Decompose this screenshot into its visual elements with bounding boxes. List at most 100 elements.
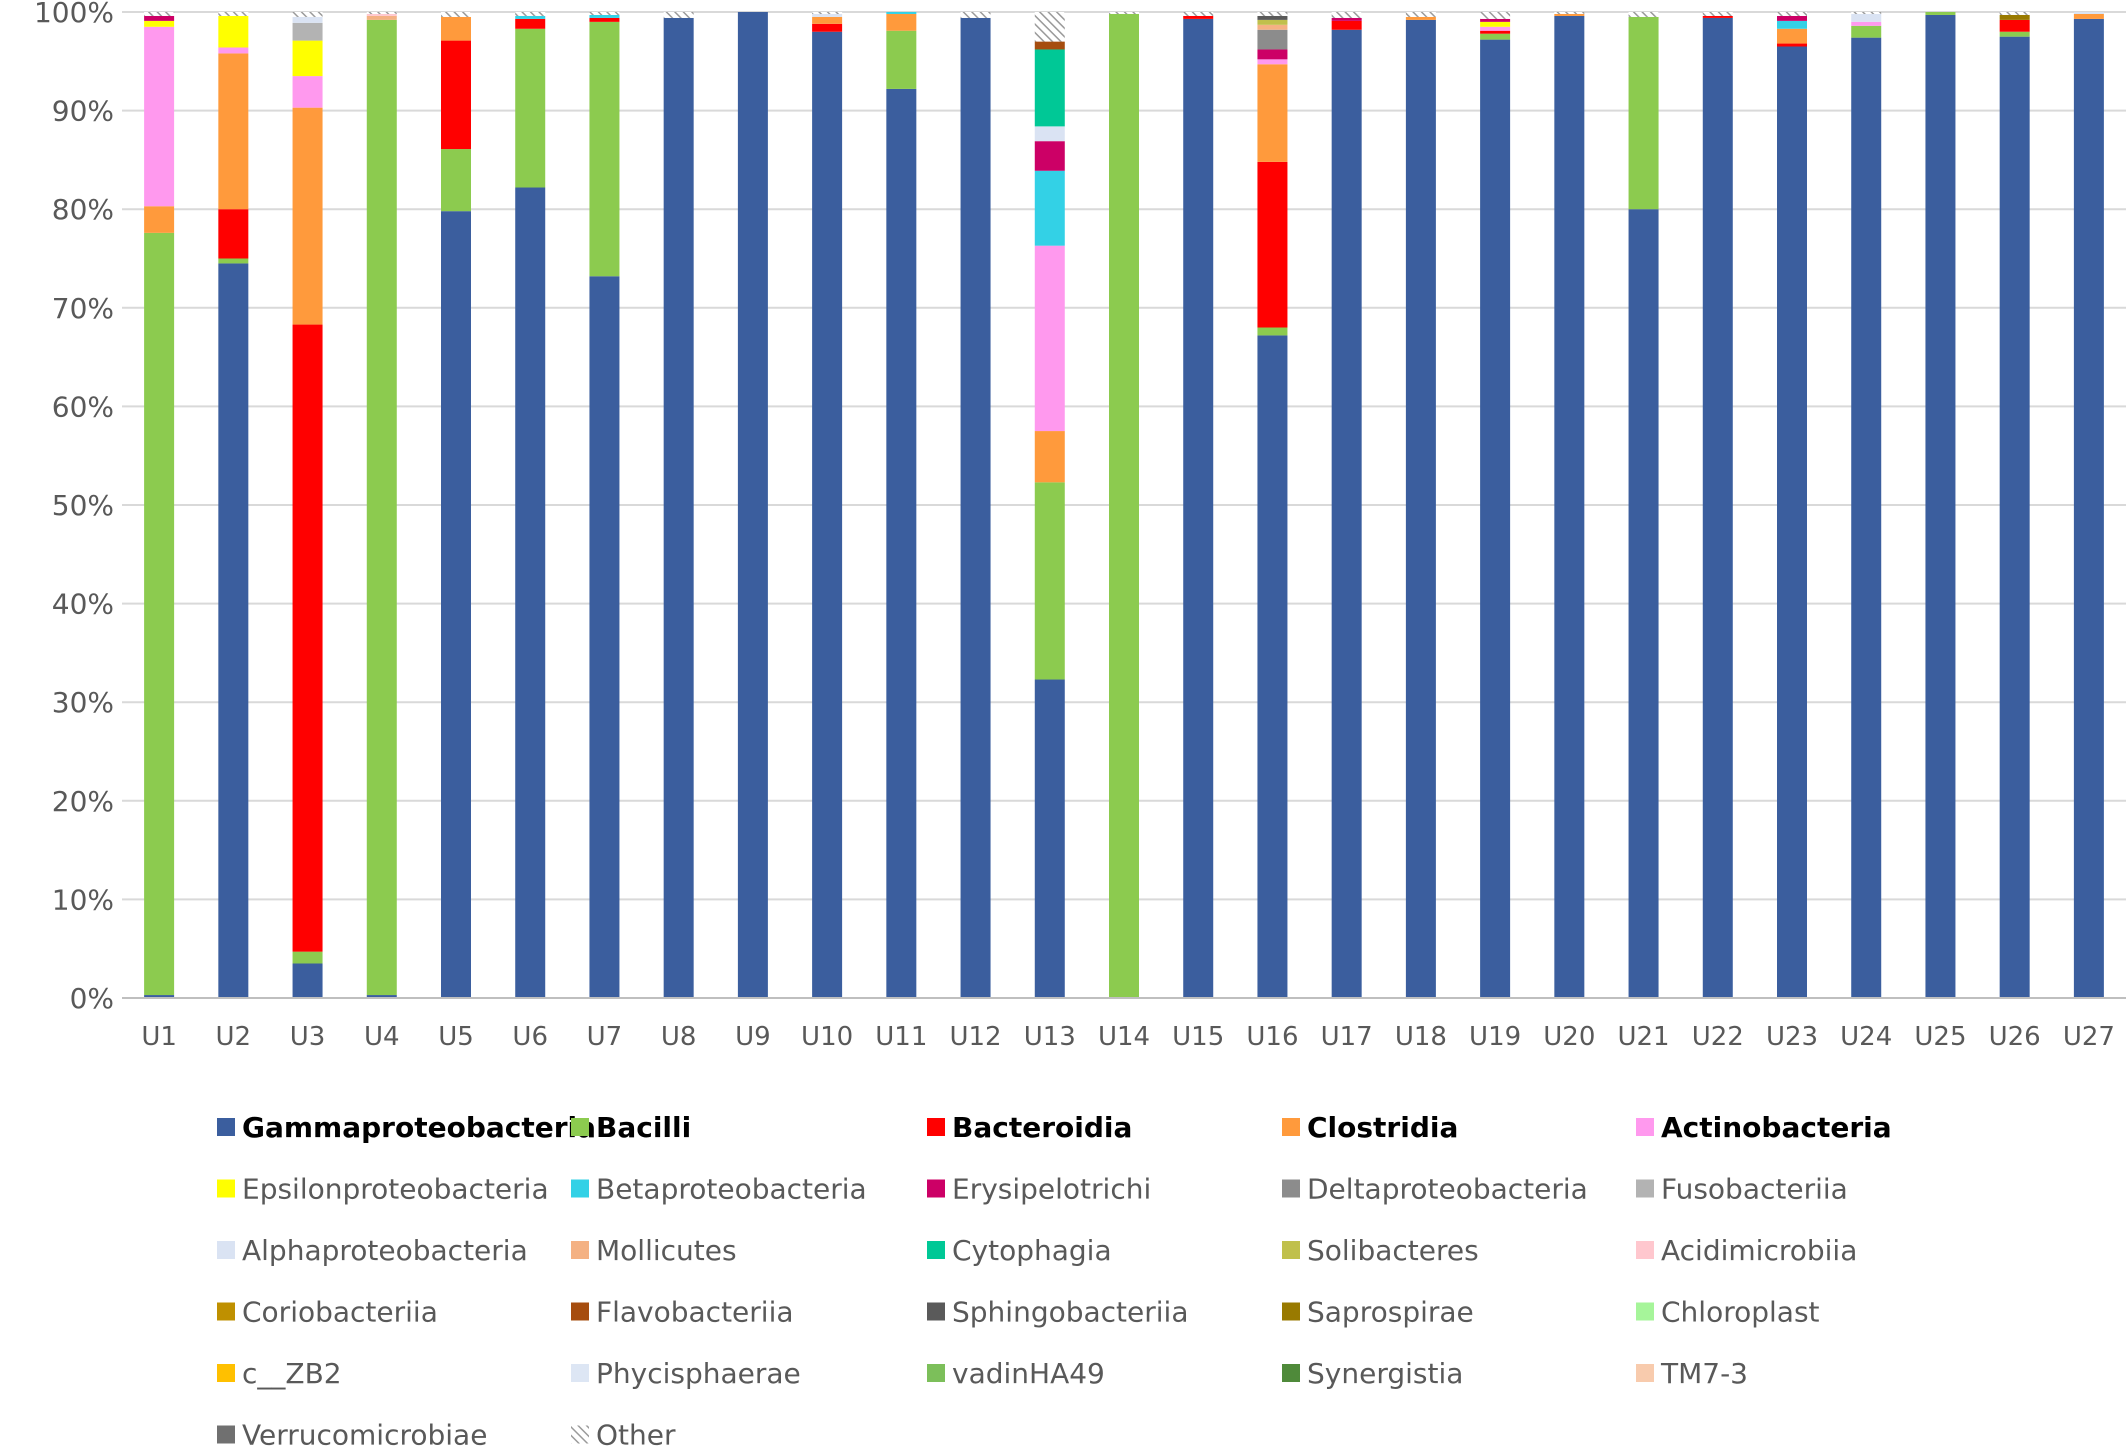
y-tick-label: 50%	[52, 489, 114, 522]
bar-segment-u22-gammaproteobacteria	[1702, 17, 1733, 998]
x-tick-label: U24	[1840, 1022, 1892, 1052]
bar-segment-u13-erysipelotrichi	[1034, 141, 1065, 171]
legend-swatch	[217, 1118, 235, 1136]
y-tick-label: 40%	[52, 588, 114, 621]
bars	[144, 12, 2104, 999]
bar-segment-u4-mollicutes	[366, 15, 397, 20]
x-tick-label: U12	[949, 1022, 1001, 1052]
x-tick-label: U8	[661, 1022, 697, 1052]
legend-label: Deltaproteobacteria	[1307, 1173, 1588, 1206]
x-tick-label: U10	[801, 1022, 853, 1052]
legend-swatch	[571, 1425, 589, 1444]
y-tick-label: 60%	[52, 390, 114, 423]
bar-segment-u26-bacilli	[1999, 31, 2030, 37]
legend-swatch	[217, 1179, 235, 1198]
bar-segment-u2-bacilli	[218, 258, 249, 264]
bar-segment-u1-clostridia	[144, 206, 175, 233]
bar-segment-u17-other	[1331, 12, 1362, 18]
y-tick-label: 100%	[34, 0, 114, 29]
bar-segment-u16-mollicutes	[1257, 24, 1288, 30]
y-tick-label: 80%	[52, 193, 114, 226]
bar-segment-u15-other	[1183, 12, 1214, 16]
bar-segment-u2-other	[218, 12, 249, 16]
legend-label: Betaproteobacteria	[596, 1173, 867, 1206]
x-tick-label: U17	[1321, 1022, 1373, 1052]
bar-segment-u3-fusobacteriia	[292, 22, 323, 41]
bar-segment-u17-bacteroidia	[1331, 20, 1362, 30]
legend-swatch	[571, 1118, 589, 1136]
bar-segment-u27-clostridia	[2073, 13, 2104, 19]
y-tick-label: 10%	[52, 883, 114, 916]
x-tick-label: U18	[1395, 1022, 1447, 1052]
legend-swatch	[571, 1364, 589, 1382]
legend-label: Chloroplast	[1661, 1296, 1820, 1329]
bar-segment-u4-acidimicrobiia	[366, 13, 397, 16]
bar-segment-u3-other	[292, 12, 323, 17]
x-tick-label: U1	[141, 1022, 177, 1052]
bar-segment-u27-gammaproteobacteria	[2073, 18, 2104, 999]
bar-segment-u24-gammaproteobacteria	[1851, 37, 1882, 999]
legend-label: Erysipelotrichi	[952, 1173, 1151, 1206]
x-tick-label: U19	[1469, 1022, 1521, 1052]
bar-segment-u16-actinobacteria	[1257, 59, 1288, 65]
legend-label: Other	[596, 1419, 676, 1447]
legend-label: Bacilli	[596, 1111, 691, 1144]
x-tick-label: U15	[1172, 1022, 1224, 1052]
bar-segment-u13-alphaproteobacteria	[1034, 126, 1065, 142]
bar-segment-u1-bacilli	[144, 232, 175, 996]
legend-label: Saprospirae	[1307, 1296, 1474, 1329]
bar-segment-u19-bacteroidia	[1480, 30, 1511, 34]
bar-segment-u3-bacilli	[292, 951, 323, 964]
bar-segment-u13-cytophagia	[1034, 49, 1065, 127]
bar-segment-u13-bacilli	[1034, 482, 1065, 680]
legend-label: c__ZB2	[242, 1357, 342, 1390]
bar-segment-u2-bacteroidia	[218, 209, 249, 259]
bar-segment-u19-gammaproteobacteria	[1480, 39, 1511, 998]
legend-swatch	[1282, 1364, 1300, 1382]
x-tick-label: U5	[438, 1022, 474, 1052]
bar-segment-u11-bacilli	[886, 30, 917, 89]
bar-segment-u18-clostridia	[1405, 16, 1436, 20]
bar-segment-u14-other	[1109, 12, 1139, 14]
bar-segment-u9-gammaproteobacteria	[737, 12, 768, 998]
legend-swatch	[1636, 1118, 1654, 1136]
legend-label: Mollicutes	[596, 1234, 737, 1267]
legend-label: Cytophagia	[952, 1234, 1112, 1267]
bar-segment-u16-erysipelotrichi	[1257, 49, 1288, 60]
bar-segment-u11-betaproteobacteria	[886, 12, 917, 14]
bar-segment-u10-gammaproteobacteria	[812, 31, 843, 999]
legend-swatch	[927, 1118, 945, 1136]
bar-segment-u26-gammaproteobacteria	[1999, 36, 2030, 998]
bar-segment-u1-erysipelotrichi	[144, 15, 175, 21]
legend-swatch	[927, 1364, 945, 1382]
y-tick-label: 90%	[52, 95, 114, 128]
legend-label: Epsilonproteobacteria	[242, 1173, 549, 1206]
legend-label: Verrucomicrobiae	[242, 1419, 487, 1447]
legend-swatch	[1282, 1118, 1300, 1136]
bar-segment-u20-gammaproteobacteria	[1554, 15, 1585, 999]
bar-segment-u7-other	[589, 12, 620, 15]
legend-swatch	[1282, 1241, 1300, 1259]
bar-segment-u27-alphaproteobacteria	[2073, 12, 2104, 14]
bar-segment-u4-other	[366, 12, 397, 14]
bar-segment-u10-clostridia	[812, 16, 843, 24]
legend-swatch	[217, 1302, 235, 1321]
bar-segment-u18-other	[1405, 12, 1436, 17]
y-tick-label: 70%	[52, 292, 114, 325]
x-tick-label: U6	[512, 1022, 548, 1052]
bar-segment-u23-betaproteobacteria	[1777, 20, 1807, 29]
bar-segment-u6-gammaproteobacteria	[515, 187, 546, 998]
x-tick-label: U22	[1692, 1022, 1744, 1052]
x-tick-label: U2	[216, 1022, 252, 1052]
bar-segment-u16-solibacteres	[1257, 19, 1288, 25]
bar-segment-u23-gammaproteobacteria	[1777, 46, 1807, 998]
axes: 0% 10% 20% 30% 40% 50% 60% 70% 80% 90% 100% U1 U2 U3 U…	[34, 0, 2126, 1052]
legend-swatch	[1636, 1241, 1654, 1259]
bar-segment-u19-epsilonproteobacteria	[1480, 21, 1511, 27]
bar-segment-u23-other	[1777, 12, 1807, 16]
legend-swatch	[571, 1241, 589, 1259]
legend-label: Sphingobacteriia	[952, 1296, 1188, 1329]
legend-swatch	[217, 1364, 235, 1382]
